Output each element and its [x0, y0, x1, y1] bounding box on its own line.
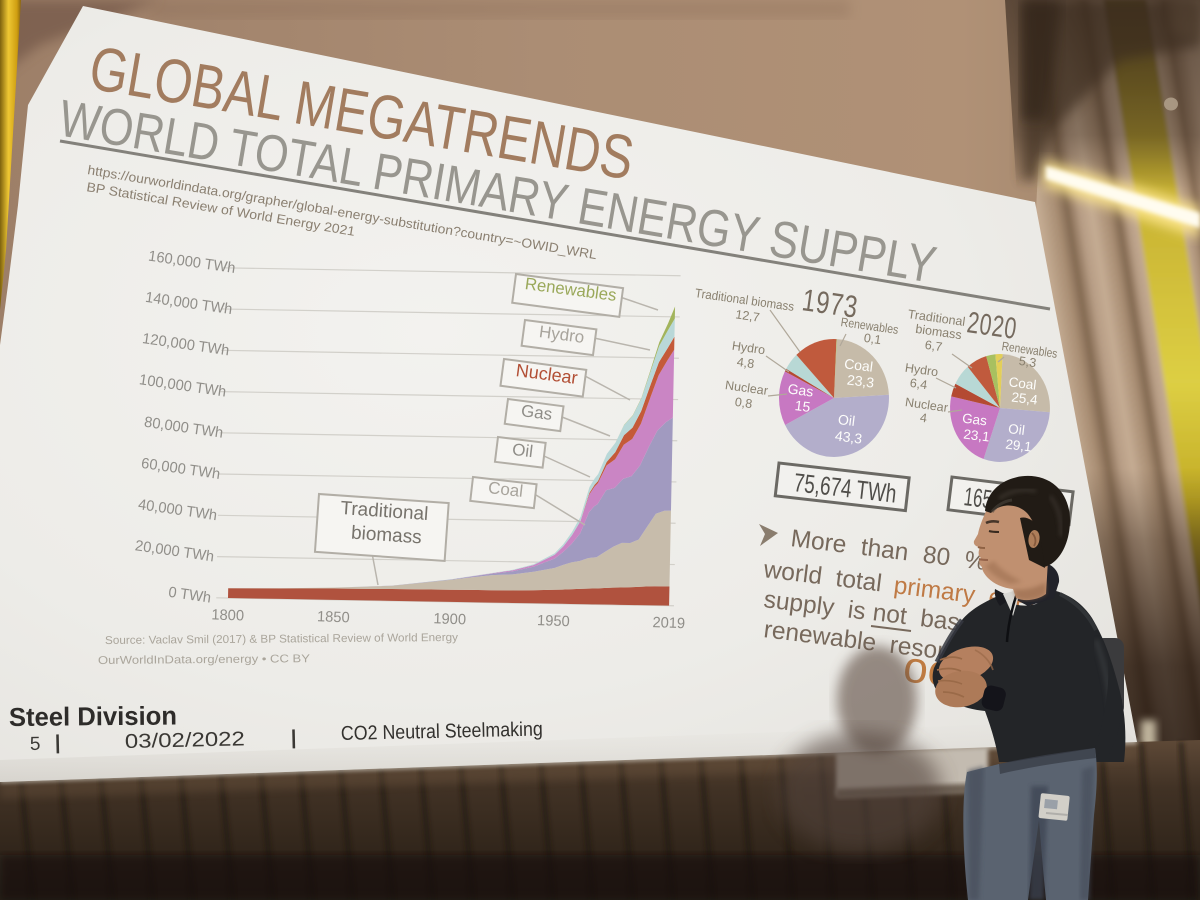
svg-text:Hydro: Hydro: [731, 339, 766, 358]
svg-text:2020: 2020: [965, 306, 1019, 346]
svg-text:1900: 1900: [433, 611, 466, 628]
svg-text:5: 5: [30, 734, 41, 755]
svg-text:Coal: Coal: [843, 355, 874, 374]
svg-text:Source: Vaclav Smil (2017) & B: Source: Vaclav Smil (2017) & BP Statisti…: [105, 632, 458, 647]
svg-text:23,3: 23,3: [846, 371, 875, 390]
svg-text:|: |: [55, 732, 61, 754]
svg-text:|: |: [291, 727, 297, 749]
svg-text:1850: 1850: [317, 609, 350, 626]
svg-text:5,3: 5,3: [1018, 354, 1037, 370]
svg-text:0 TWh: 0 TWh: [167, 585, 212, 607]
svg-text:Gas: Gas: [961, 411, 988, 429]
svg-text:1973: 1973: [800, 282, 860, 324]
svg-text:1800: 1800: [211, 607, 244, 624]
svg-text:4,8: 4,8: [736, 355, 755, 371]
svg-text:OurWorldInData.org/energy • CC: OurWorldInData.org/energy • CC BY: [98, 653, 311, 667]
svg-text:Nuclear: Nuclear: [724, 378, 769, 398]
svg-text:23,1: 23,1: [963, 426, 991, 444]
svg-text:4: 4: [919, 411, 928, 426]
svg-text:Oil: Oil: [837, 411, 856, 429]
svg-text:Oil: Oil: [1007, 421, 1025, 438]
svg-text:CO2 Neutral Steelmaking: CO2 Neutral Steelmaking: [341, 718, 543, 745]
svg-text:Hydro: Hydro: [904, 361, 939, 380]
svg-text:1950: 1950: [537, 613, 570, 630]
svg-text:Steel Division: Steel Division: [9, 701, 177, 732]
svg-text:12,7: 12,7: [735, 307, 761, 324]
svg-text:2019: 2019: [652, 615, 685, 632]
svg-text:Gas: Gas: [520, 401, 553, 424]
svg-text:25,4: 25,4: [1011, 389, 1039, 407]
svg-text:29,1: 29,1: [1005, 436, 1033, 454]
svg-text:Coal: Coal: [487, 478, 524, 501]
svg-text:biomass: biomass: [350, 523, 422, 549]
svg-text:15: 15: [794, 397, 812, 415]
svg-text:Oil: Oil: [511, 440, 534, 461]
svg-text:0,1: 0,1: [863, 331, 882, 347]
svg-text:Coal: Coal: [1008, 374, 1037, 392]
svg-text:43,3: 43,3: [834, 427, 863, 446]
svg-text:6,4: 6,4: [909, 376, 928, 392]
svg-text:03/02/2022: 03/02/2022: [125, 728, 245, 753]
svg-text:biomass: biomass: [915, 322, 963, 342]
svg-text:Gas: Gas: [787, 381, 814, 400]
svg-text:6,7: 6,7: [924, 338, 943, 354]
svg-text:0,8: 0,8: [734, 395, 753, 411]
svg-text:Nuclear: Nuclear: [904, 395, 949, 415]
